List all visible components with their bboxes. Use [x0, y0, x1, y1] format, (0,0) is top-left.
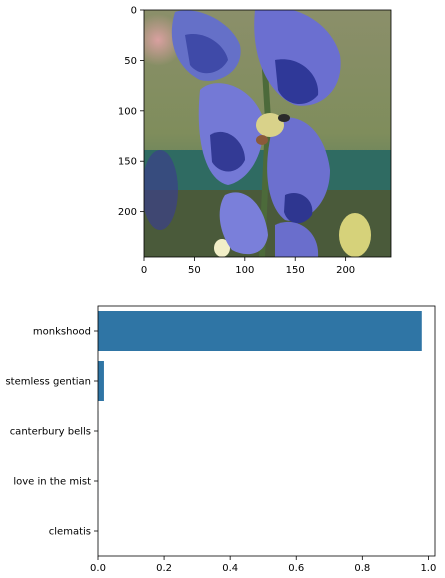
x-tick-label: 1.0 — [420, 563, 436, 574]
x-tick-label: 50 — [188, 265, 201, 276]
x-tick-label: 0 — [141, 265, 147, 276]
y-tick-label: 150 — [118, 157, 137, 168]
x-tick-label: 0.4 — [222, 563, 238, 574]
chart-axis-ticks: monkshood stemless gentian canterbury bell… — [5, 327, 436, 575]
x-tick-label: 150 — [286, 265, 305, 276]
category-label: love in the mist — [13, 477, 91, 488]
x-tick-label: 200 — [336, 265, 355, 276]
x-tick-label: 0.0 — [90, 563, 106, 574]
category-label: clematis — [49, 527, 91, 538]
bar-stemless-gentian — [98, 361, 104, 401]
image-frame — [143, 9, 392, 258]
flower-photo — [144, 10, 391, 257]
category-label: canterbury bells — [10, 427, 91, 438]
category-label: stemless gentian — [5, 377, 91, 388]
bar-monkshood — [98, 311, 422, 351]
y-tick-label: 100 — [118, 106, 137, 117]
image-panel: 0 50 100 150 200 0 50 100 150 200 — [118, 6, 392, 277]
x-tick-label: 0.6 — [288, 563, 304, 574]
y-tick-label: 200 — [118, 207, 137, 218]
bar-series — [98, 311, 422, 551]
x-tick-label: 100 — [235, 265, 254, 276]
image-axis-ticks: 0 50 100 150 200 0 50 100 150 200 — [118, 6, 355, 277]
bar-chart: monkshood stemless gentian canterbury bell… — [5, 305, 436, 575]
x-tick-label: 0.8 — [354, 563, 370, 574]
y-tick-label: 50 — [124, 56, 137, 67]
x-tick-label: 0.2 — [156, 563, 172, 574]
category-label: monkshood — [33, 327, 91, 338]
y-tick-label: 0 — [131, 6, 137, 17]
